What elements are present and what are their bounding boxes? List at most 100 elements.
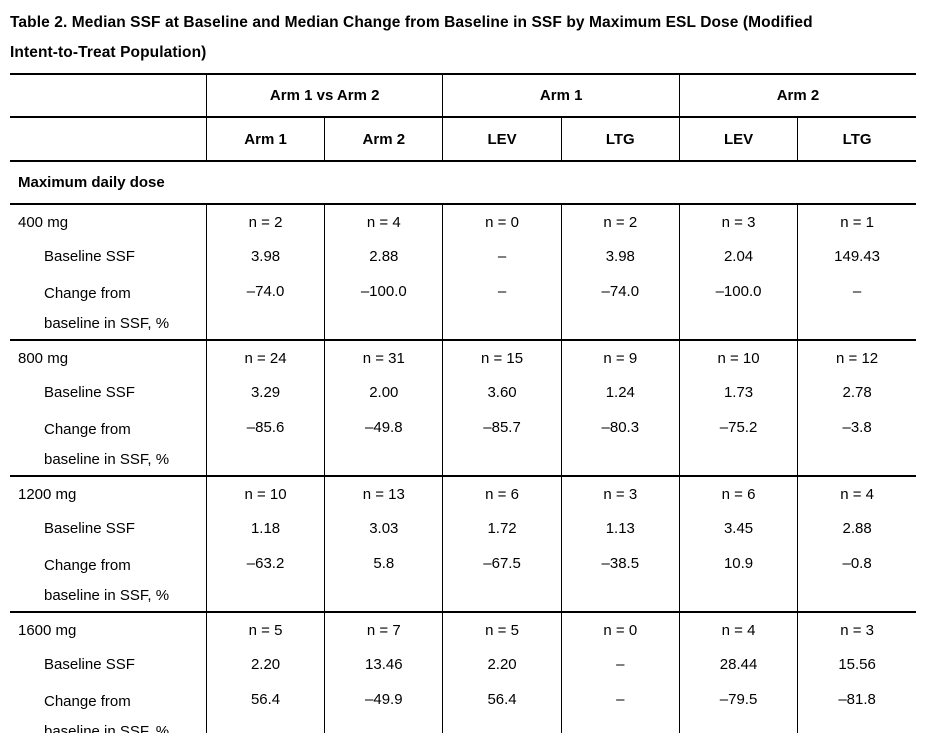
row-label-change-line1: Change from [44,421,131,438]
n-value: n = 6 [678,475,798,511]
change-pct-value: – [797,274,916,340]
n-value: n = 10 [205,475,325,511]
row-label-change-line2: baseline in SSF, % [44,723,170,733]
n-value: n = 1 [797,203,916,239]
n-value: n = 13 [324,475,443,511]
row-label-change: Change from baseline in SSF, % [10,274,206,340]
dose-row: 1600 mg n = 5 n = 7 n = 5 n = 0 n = 4 n … [10,611,916,647]
col-header-arm1: Arm 1 [205,116,325,161]
change-row: Change from baseline in SSF, % –63.2 5.8 … [10,546,916,612]
dose-row: 800 mg n = 24 n = 31 n = 15 n = 9 n = 10… [10,339,916,375]
change-pct-value: 5.8 [324,546,443,612]
row-label-change-line2: baseline in SSF, % [44,587,170,604]
change-pct-value: 10.9 [678,546,798,612]
change-row: Change from baseline in SSF, % 56.4 –49.9… [10,682,916,733]
row-label-change: Change from baseline in SSF, % [10,682,207,733]
change-pct-value: 56.4 [205,682,325,733]
table-title-line2: Intent-to-Treat Population) [10,44,207,61]
dose-group-1200mg: 1200 mg n = 10 n = 13 n = 6 n = 3 n = 6 … [10,475,916,612]
change-pct-value: –74.0 [205,274,325,340]
baseline-ssf-value: – [560,647,680,682]
row-label-baseline: Baseline SSF [44,520,135,537]
baseline-ssf-value: 15.56 [797,647,916,682]
n-value: n = 12 [797,339,916,375]
row-label-change-line2: baseline in SSF, % [44,315,170,332]
row-label-change-line1: Change from [44,693,131,710]
n-value: n = 3 [560,475,680,511]
row-label-change-line2: baseline in SSF, % [44,451,170,468]
change-pct-value: – [560,682,680,733]
n-value: n = 4 [324,203,443,239]
row-label-baseline: Baseline SSF [44,656,135,673]
change-pct-value: –100.0 [324,274,443,340]
dose-row: 1200 mg n = 10 n = 13 n = 6 n = 3 n = 6 … [10,475,916,511]
baseline-ssf-value: 2.04 [678,239,798,274]
baseline-ssf-value: 1.18 [205,511,325,546]
n-value: n = 0 [560,611,680,647]
change-pct-value: –74.0 [560,274,680,340]
baseline-ssf-value: 2.20 [205,647,325,682]
n-value: n = 3 [678,203,798,239]
change-pct-value: –100.0 [678,274,798,340]
n-value: n = 3 [797,611,916,647]
baseline-ssf-value: 149.43 [797,239,916,274]
row-label-baseline: Baseline SSF [44,248,135,265]
n-value: n = 7 [324,611,443,647]
change-pct-value: –49.9 [324,682,443,733]
baseline-row: Baseline SSF 3.29 2.00 3.60 1.24 1.73 2.… [10,375,916,410]
col-group-header-arm1-vs-arm2: Arm 1 vs Arm 2 [205,73,443,117]
data-table: Arm 1 vs Arm 2 Arm 1 Arm 2 Arm 1 Arm 2 L… [10,73,916,733]
row-label-change-line1: Change from [44,285,131,302]
col-group-header-arm2: Arm 2 [678,73,916,117]
baseline-ssf-value: 2.20 [442,647,562,682]
corner-cell [10,116,207,161]
change-pct-value: 56.4 [442,682,562,733]
sub-header-row: Arm 1 Arm 2 LEV LTG LEV LTG [10,116,916,161]
col-header-lev-1: LEV [442,116,562,161]
row-label-baseline: Baseline SSF [44,384,135,401]
change-pct-value: –81.8 [797,682,916,733]
group-header-row: Arm 1 vs Arm 2 Arm 1 Arm 2 [10,73,916,117]
baseline-ssf-value: 2.88 [797,511,916,546]
n-value: n = 2 [205,203,325,239]
n-value: n = 0 [442,203,562,239]
n-value: n = 10 [678,339,798,375]
n-value: n = 2 [560,203,680,239]
baseline-ssf-value: 3.98 [560,239,680,274]
baseline-ssf-value: – [442,239,562,274]
baseline-ssf-value: 1.73 [678,375,798,410]
baseline-row: Baseline SSF 3.98 2.88 – 3.98 2.04 149.4… [10,239,916,274]
dose-label: 1600 mg [10,611,207,647]
dose-group-800mg: 800 mg n = 24 n = 31 n = 15 n = 9 n = 10… [10,339,916,476]
table-title-line1: Table 2. Median SSF at Baseline and Medi… [10,14,813,31]
dose-group-1600mg: 1600 mg n = 5 n = 7 n = 5 n = 0 n = 4 n … [10,611,916,733]
dose-group-400mg: 400 mg n = 2 n = 4 n = 0 n = 2 n = 3 n =… [10,203,916,340]
baseline-ssf-value: 2.00 [324,375,443,410]
change-pct-value: –80.3 [560,410,680,476]
baseline-row: Baseline SSF 2.20 13.46 2.20 – 28.44 15.… [10,647,916,682]
dose-label: 800 mg [10,339,207,375]
change-pct-value: –38.5 [560,546,680,612]
baseline-ssf-value: 3.29 [205,375,325,410]
baseline-ssf-value: 28.44 [678,647,798,682]
change-pct-value: –0.8 [797,546,916,612]
baseline-ssf-value: 1.24 [560,375,680,410]
change-pct-value: –79.5 [678,682,798,733]
n-value: n = 5 [442,611,562,647]
n-value: n = 4 [678,611,798,647]
baseline-ssf-value: 3.60 [442,375,562,410]
baseline-ssf-value: 3.98 [205,239,325,274]
col-header-ltg-1: LTG [560,116,680,161]
dose-label: 400 mg [10,203,207,239]
n-value: n = 24 [205,339,325,375]
baseline-ssf-value: 2.88 [324,239,443,274]
change-pct-value: –85.6 [205,410,325,476]
change-pct-value: –63.2 [205,546,325,612]
row-label-change: Change from baseline in SSF, % [10,410,206,476]
change-pct-value: –49.8 [324,410,443,476]
change-pct-value: –67.5 [442,546,562,612]
row-label-change: Change from baseline in SSF, % [10,546,206,612]
baseline-ssf-value: 1.72 [442,511,562,546]
col-header-ltg-2: LTG [797,116,916,161]
